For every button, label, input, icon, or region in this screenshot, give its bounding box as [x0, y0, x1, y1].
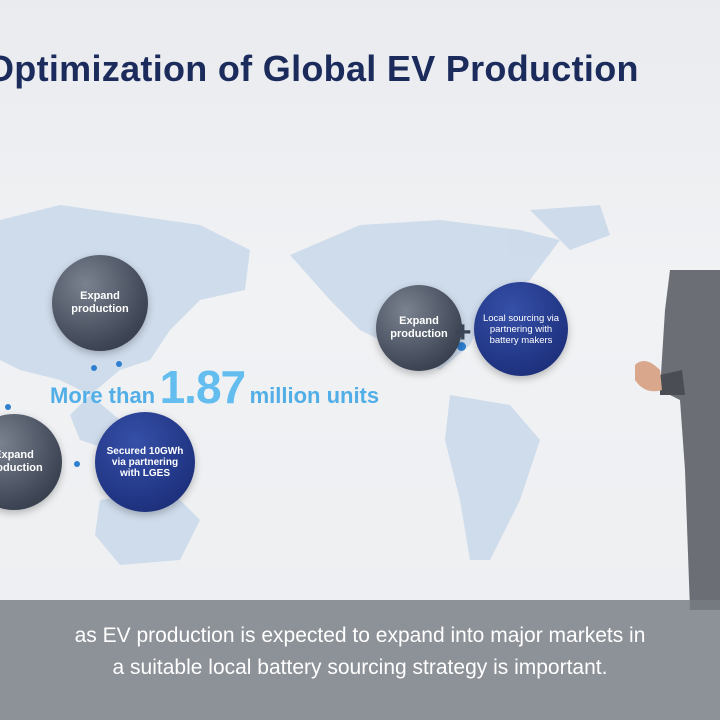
south-america: [445, 395, 540, 560]
stat-suffix: million units: [249, 383, 380, 408]
production-stat: More than 1.87 million units: [50, 360, 379, 414]
caption-line-2: a suitable local battery sourcing strate…: [112, 656, 608, 679]
location-dot: [91, 365, 97, 371]
secured-10gwh-circle: Secured 10GWh via partnering with LGES: [95, 412, 195, 512]
stat-prefix: More than: [50, 383, 156, 408]
presenter: [635, 270, 720, 610]
location-dot: [74, 461, 80, 467]
stat-value: 1.87: [159, 361, 247, 413]
plus-icon: +: [454, 316, 472, 349]
circle-label: Expand production: [0, 449, 43, 474]
circle-label: Expand production: [390, 315, 448, 340]
circle-label: Secured 10GWh via partnering with LGES: [106, 445, 184, 479]
circle-label: Expand production: [71, 290, 129, 315]
greenland: [530, 205, 610, 250]
location-dot: [457, 342, 466, 351]
location-dot: [116, 361, 122, 367]
australia: [95, 490, 200, 565]
caption-line-1: as EV production is expected to expand i…: [74, 624, 646, 647]
subtitle-caption: as EV production is expected to expand i…: [0, 600, 720, 720]
us-expand-production-circle: Expand production: [376, 285, 462, 371]
local-sourcing-circle: Local sourcing via partnering with batte…: [474, 282, 568, 376]
asia-expand-production-circle: Expand production: [52, 255, 148, 351]
slide-title: Optimization of Global EV Production: [0, 48, 639, 89]
circle-label: Local sourcing via partnering with batte…: [482, 312, 560, 346]
location-dot: [5, 404, 11, 410]
